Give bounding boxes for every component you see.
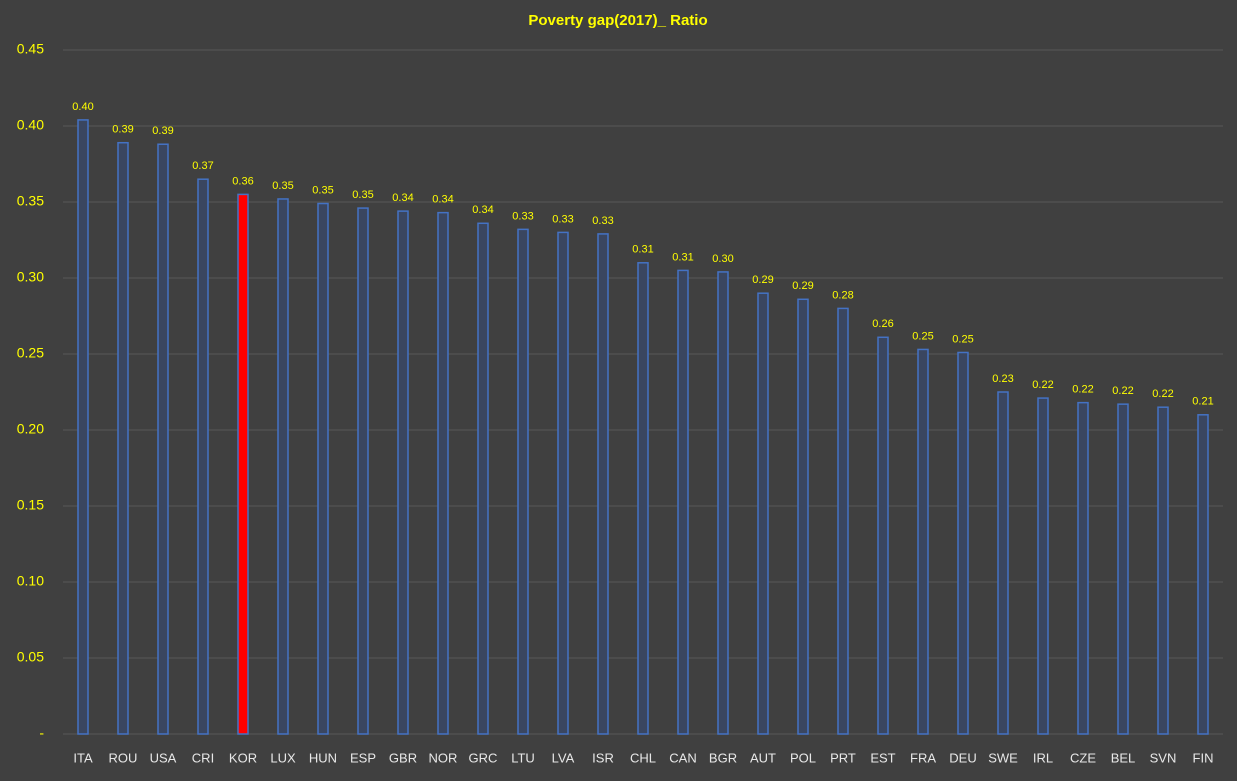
bar [237, 193, 249, 735]
data-label: 0.31 [672, 251, 693, 263]
bar [1037, 397, 1049, 735]
data-label: 0.29 [792, 280, 813, 292]
bar [197, 178, 209, 735]
y-tick-label: 0.25 [17, 345, 44, 361]
bar [797, 298, 809, 735]
data-label: 0.35 [272, 180, 293, 192]
x-tick-label: BEL [1111, 750, 1136, 765]
y-tick-label: 0.05 [17, 649, 44, 665]
data-label: 0.25 [952, 333, 973, 345]
data-label: 0.39 [152, 125, 173, 137]
bar [837, 307, 849, 735]
x-tick-label: DEU [949, 750, 976, 765]
bar [717, 271, 729, 735]
x-tick-label: EST [870, 750, 895, 765]
data-label: 0.33 [512, 210, 533, 222]
bar [277, 198, 289, 735]
bar [997, 391, 1009, 735]
bar [637, 262, 649, 735]
x-tick-label: KOR [229, 750, 257, 765]
bar [1157, 406, 1169, 735]
x-tick-label: LTU [511, 750, 535, 765]
data-label: 0.22 [1072, 384, 1093, 396]
data-label: 0.22 [1152, 388, 1173, 400]
data-label: 0.35 [312, 184, 333, 196]
bar [1077, 401, 1089, 735]
bar [357, 207, 369, 735]
x-tick-label: FRA [910, 750, 936, 765]
data-label: 0.33 [592, 215, 613, 227]
x-tick-label: ISR [592, 750, 614, 765]
data-label: 0.33 [552, 213, 573, 225]
x-tick-label: CHL [630, 750, 656, 765]
x-tick-label: LVA [552, 750, 575, 765]
bar [77, 119, 89, 735]
data-label: 0.28 [832, 289, 853, 301]
data-label: 0.25 [912, 330, 933, 342]
y-tick-label: 0.40 [17, 117, 44, 133]
data-label: 0.21 [1192, 396, 1213, 408]
x-tick-label: NOR [429, 750, 458, 765]
x-tick-label: CRI [192, 750, 214, 765]
data-label: 0.35 [352, 189, 373, 201]
bar [1117, 403, 1129, 735]
y-tick-label: - [39, 725, 44, 741]
y-tick-label: 0.15 [17, 497, 44, 513]
bar [677, 269, 689, 735]
bar [157, 143, 169, 735]
x-tick-label: ESP [350, 750, 376, 765]
data-label: 0.39 [112, 124, 133, 136]
x-tick-label: BGR [709, 750, 737, 765]
data-label: 0.40 [72, 101, 93, 113]
data-label: 0.31 [632, 244, 653, 256]
bar [757, 292, 769, 735]
x-tick-label: GBR [389, 750, 417, 765]
data-label: 0.23 [992, 373, 1013, 385]
data-label: 0.34 [472, 204, 493, 216]
bar [957, 351, 969, 735]
x-tick-label: CZE [1070, 750, 1096, 765]
x-tick-label: USA [150, 750, 177, 765]
bar [477, 222, 489, 735]
y-tick-label: 0.35 [17, 193, 44, 209]
bar [597, 233, 609, 735]
bar [397, 210, 409, 735]
y-tick-label: 0.45 [17, 41, 44, 57]
data-label: 0.29 [752, 274, 773, 286]
data-label: 0.34 [392, 192, 413, 204]
y-tick-label: 0.30 [17, 269, 44, 285]
y-tick-label: 0.20 [17, 421, 44, 437]
x-tick-label: CAN [669, 750, 696, 765]
x-tick-label: PRT [830, 750, 856, 765]
bar [517, 228, 529, 735]
x-tick-label: LUX [270, 750, 296, 765]
bar [437, 211, 449, 735]
data-label: 0.30 [712, 253, 733, 265]
x-tick-label: SWE [988, 750, 1018, 765]
data-label: 0.22 [1112, 385, 1133, 397]
data-label: 0.34 [432, 194, 453, 206]
bar [917, 348, 929, 735]
data-label: 0.26 [872, 318, 893, 330]
bar [1197, 414, 1209, 735]
x-tick-label: FIN [1193, 750, 1214, 765]
x-tick-label: HUN [309, 750, 337, 765]
data-label: 0.36 [232, 175, 253, 187]
data-label: 0.22 [1032, 379, 1053, 391]
x-tick-label: ITA [73, 750, 93, 765]
bar [317, 202, 329, 735]
x-tick-label: POL [790, 750, 816, 765]
x-tick-label: SVN [1150, 750, 1177, 765]
y-tick-label: 0.10 [17, 573, 44, 589]
x-tick-label: IRL [1033, 750, 1053, 765]
x-tick-label: AUT [750, 750, 776, 765]
chart-title: Poverty gap(2017)_ Ratio [528, 12, 707, 29]
bar [877, 336, 889, 735]
bar [117, 141, 129, 735]
data-label: 0.37 [192, 160, 213, 172]
x-tick-label: ROU [109, 750, 138, 765]
x-tick-label: GRC [469, 750, 498, 765]
bar [557, 231, 569, 735]
